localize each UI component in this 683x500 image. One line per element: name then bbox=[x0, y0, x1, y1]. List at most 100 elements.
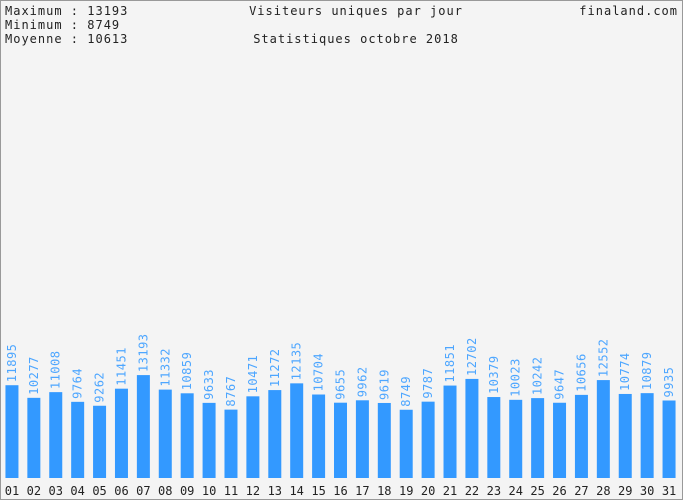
value-label: 11008 bbox=[49, 351, 63, 390]
bar bbox=[27, 397, 41, 478]
x-tick-label: 26 bbox=[552, 484, 566, 498]
x-tick-label: 11 bbox=[224, 484, 238, 498]
bar bbox=[136, 375, 150, 478]
x-tick-label: 22 bbox=[465, 484, 479, 498]
bar bbox=[158, 389, 172, 478]
x-tick-label: 29 bbox=[618, 484, 632, 498]
value-label: 10379 bbox=[487, 355, 501, 394]
value-label: 9633 bbox=[202, 369, 216, 400]
x-tick-label: 28 bbox=[596, 484, 610, 498]
value-label: 10471 bbox=[246, 355, 260, 394]
x-tick-label: 01 bbox=[5, 484, 19, 498]
x-tick-label: 25 bbox=[530, 484, 544, 498]
bar bbox=[509, 399, 523, 478]
x-tick-label: 05 bbox=[92, 484, 106, 498]
bar bbox=[465, 378, 479, 478]
bar bbox=[553, 402, 567, 478]
bar bbox=[443, 385, 457, 478]
bar bbox=[71, 401, 85, 478]
x-tick-label: 08 bbox=[158, 484, 172, 498]
bar bbox=[596, 380, 610, 478]
value-label: 10656 bbox=[574, 353, 588, 392]
x-tick-label: 20 bbox=[421, 484, 435, 498]
bar bbox=[531, 398, 545, 478]
x-tick-label: 23 bbox=[487, 484, 501, 498]
bar bbox=[574, 394, 588, 478]
x-tick-label: 07 bbox=[136, 484, 150, 498]
bar bbox=[487, 397, 501, 478]
value-label: 9262 bbox=[93, 372, 107, 403]
site-name: finaland.com bbox=[579, 4, 678, 18]
value-label: 11851 bbox=[443, 344, 457, 383]
x-tick-label: 10 bbox=[202, 484, 216, 498]
x-tick-label: 09 bbox=[180, 484, 194, 498]
bar bbox=[224, 409, 238, 478]
bar bbox=[202, 402, 216, 478]
value-label: 11451 bbox=[114, 347, 128, 386]
bar bbox=[93, 405, 107, 478]
value-label: 9655 bbox=[334, 369, 348, 400]
x-tick-label: 31 bbox=[662, 484, 676, 498]
stat-avg: Moyenne : 10613 bbox=[5, 32, 128, 46]
value-label: 9935 bbox=[662, 367, 676, 398]
x-tick-label: 15 bbox=[311, 484, 325, 498]
value-label: 10023 bbox=[509, 358, 523, 397]
bar bbox=[618, 393, 632, 478]
bar bbox=[377, 402, 391, 478]
value-label: 8749 bbox=[399, 376, 413, 407]
chart-subtitle: Statistiques octobre 2018 bbox=[253, 32, 459, 46]
bar bbox=[114, 388, 128, 478]
x-tick-label: 02 bbox=[27, 484, 41, 498]
x-tick-label: 13 bbox=[268, 484, 282, 498]
bar bbox=[246, 396, 260, 478]
value-label: 9647 bbox=[553, 369, 567, 400]
x-tick-label: 14 bbox=[289, 484, 303, 498]
chart-title: Visiteurs uniques par jour bbox=[249, 4, 463, 18]
value-label: 10859 bbox=[180, 352, 194, 391]
value-label: 12702 bbox=[465, 337, 479, 376]
x-tick-label: 18 bbox=[377, 484, 391, 498]
value-label: 8767 bbox=[224, 376, 238, 407]
x-tick-label: 21 bbox=[443, 484, 457, 498]
stat-min: Minimum : 8749 bbox=[5, 18, 120, 32]
x-tick-label: 24 bbox=[508, 484, 522, 498]
value-label: 10277 bbox=[27, 356, 41, 395]
bar bbox=[49, 392, 63, 478]
value-label: 10242 bbox=[531, 356, 545, 395]
value-label: 13193 bbox=[136, 333, 150, 372]
value-label: 11895 bbox=[5, 344, 19, 383]
value-label: 9962 bbox=[355, 366, 369, 397]
value-label: 10879 bbox=[640, 352, 654, 391]
value-label: 10704 bbox=[312, 353, 326, 392]
bar bbox=[334, 402, 347, 478]
x-tick-label: 19 bbox=[399, 484, 413, 498]
x-tick-label: 16 bbox=[333, 484, 347, 498]
bar bbox=[421, 401, 435, 478]
bar bbox=[640, 393, 654, 478]
x-tick-label: 12 bbox=[246, 484, 260, 498]
bar bbox=[355, 400, 369, 478]
bar bbox=[180, 393, 194, 478]
value-label: 11272 bbox=[268, 348, 282, 387]
bar bbox=[268, 390, 282, 478]
value-label: 9787 bbox=[421, 368, 435, 399]
x-tick-label: 03 bbox=[49, 484, 63, 498]
x-tick-label: 04 bbox=[70, 484, 84, 498]
value-label: 9619 bbox=[377, 369, 391, 400]
x-tick-label: 17 bbox=[355, 484, 369, 498]
value-label: 12552 bbox=[596, 338, 610, 377]
bar bbox=[312, 394, 326, 478]
bar bbox=[399, 409, 413, 478]
value-label: 12135 bbox=[290, 342, 304, 381]
stat-max: Maximum : 13193 bbox=[5, 4, 128, 18]
value-label: 10774 bbox=[618, 352, 632, 391]
x-tick-label: 06 bbox=[114, 484, 128, 498]
bar bbox=[5, 385, 19, 478]
value-label: 11332 bbox=[158, 348, 172, 387]
bar bbox=[290, 383, 304, 478]
x-tick-label: 30 bbox=[640, 484, 654, 498]
value-label: 9764 bbox=[71, 368, 85, 399]
bar bbox=[662, 400, 676, 478]
